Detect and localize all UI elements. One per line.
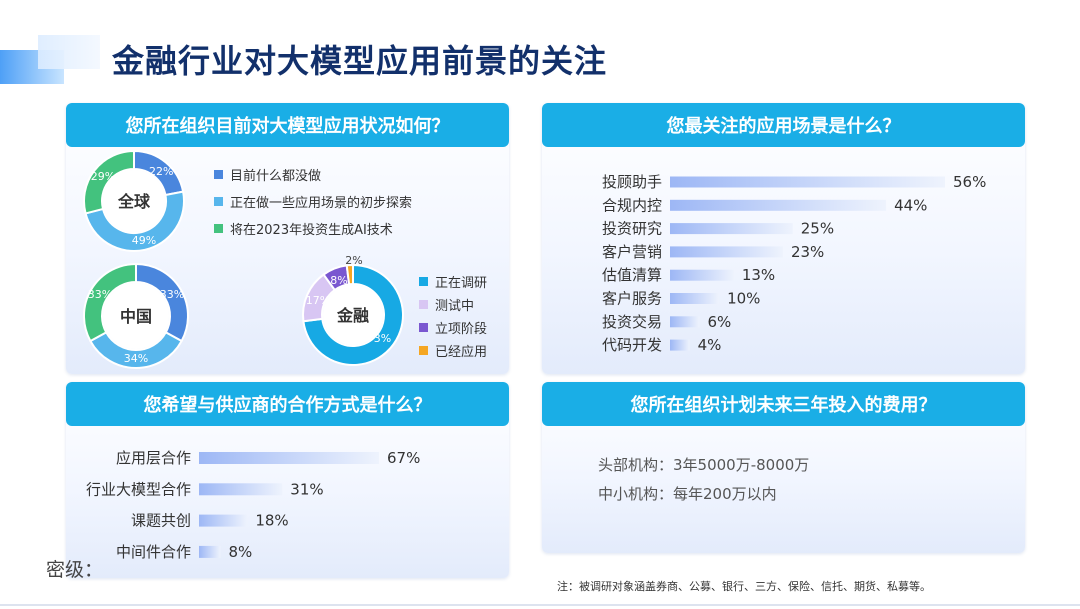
- legend-item-testing: 测试中: [419, 295, 474, 314]
- bar-value-label: 4%: [698, 336, 722, 354]
- panel-status: 您所在组织目前对大模型应用状况如何？ 全球 22% 49% 29% 中国 33% 34% 3…: [66, 103, 509, 374]
- bar-value-label: 67%: [387, 449, 420, 467]
- donut-value-label: 2%: [345, 254, 362, 267]
- panel-budget: 您所在组织计划未来三年投入的费用？ 头部机构：3年5000万-8000万 中小机…: [542, 382, 1025, 553]
- donut-center-label: 金融: [336, 306, 369, 325]
- donut-value-label: 33%: [160, 288, 184, 301]
- legend-swatch: [419, 323, 428, 332]
- donut-value-label: 73%: [367, 332, 391, 345]
- donut-hole: [103, 283, 169, 349]
- bar-category-label: 课题共创: [131, 512, 191, 530]
- bar-category-label: 估值清算: [602, 266, 662, 284]
- donut-center-label: 中国: [120, 307, 152, 326]
- panel-cooperation-header: 您希望与供应商的合作方式是什么？: [66, 382, 509, 426]
- bar-category-label: 合规内控: [602, 196, 662, 214]
- bar: [670, 316, 700, 328]
- legend-swatch: [419, 346, 428, 355]
- bar-value-label: 10%: [727, 290, 760, 308]
- bottom-divider: [0, 604, 1080, 606]
- status-donuts-svg: 全球 22% 49% 29% 中国 33% 34% 33% 金融 73% 17%8% 2%: [83, 149, 404, 369]
- bar-value-label: 25%: [801, 220, 834, 238]
- donut-value-label: 22%: [149, 165, 173, 178]
- donut-china: 中国 33% 34% 33%: [83, 262, 189, 369]
- legend-label: 已经应用: [435, 345, 488, 360]
- bar: [670, 293, 720, 304]
- footnote: 注：被调研对象涵盖券商、公募、银行、三方、保险、信托、期货、私募等。: [557, 580, 931, 593]
- panel-budget-header: 您所在组织计划未来三年投入的费用？: [542, 382, 1025, 426]
- panel-scenarios-header: 您最关注的应用场景是什么？: [542, 103, 1025, 147]
- secret-level-label: 密级：: [46, 559, 104, 581]
- bar: [670, 339, 690, 351]
- donut-slice: [83, 149, 135, 215]
- bar: [670, 176, 945, 188]
- bar-value-label: 44%: [894, 196, 927, 214]
- donut-value-label: 17%: [306, 294, 330, 307]
- legend-label: 目前什么都没做: [230, 169, 322, 184]
- bar-value-label: 31%: [290, 480, 323, 498]
- budget-line-top: 头部机构：3年5000万-8000万: [598, 456, 810, 474]
- legend-item-project: 立项阶段: [419, 318, 487, 337]
- donut-slice: [84, 190, 185, 252]
- panel-scenarios: 您最关注的应用场景是什么？ 投顾助手 56% 合规内控 44% 投资研究 25% 客户营销 2…: [542, 103, 1025, 374]
- donut-center-label: 全球: [117, 192, 151, 211]
- donut-hole: [103, 170, 165, 232]
- donut-value-label: 8%: [330, 274, 347, 287]
- legend-swatch: [419, 277, 428, 286]
- bar-category-label: 投顾助手: [602, 173, 662, 191]
- legend-item-researching: 正在调研: [419, 272, 487, 291]
- donut-global: 全球 22% 49% 29%: [83, 149, 185, 252]
- bar-category-label: 投资研究: [602, 220, 662, 238]
- bar-category-label: 行业大模型合作: [86, 480, 191, 498]
- donut-value-label: 33%: [88, 288, 112, 301]
- page-title: 金融行业对大模型应用前景的关注: [112, 42, 608, 80]
- bar: [670, 199, 887, 211]
- donut-hole: [323, 285, 383, 345]
- bar: [199, 452, 379, 464]
- legend-item-applied: 已经应用: [419, 341, 487, 360]
- donut-slice: [83, 262, 137, 343]
- cooperation-bar-chart: 应用层合作 67% 行业大模型合作 31% 课题共创 18% 中间件合作 8%: [86, 449, 420, 561]
- legend-swatch: [214, 170, 223, 179]
- bar-category-label: 应用层合作: [116, 449, 191, 467]
- bar: [670, 246, 783, 258]
- bar: [199, 545, 221, 558]
- bar-value-label: 56%: [953, 173, 986, 191]
- donut-slice: [302, 263, 404, 366]
- legend-label: 将在2023年投资生成AI技术: [230, 223, 393, 238]
- panel-cooperation: 您希望与供应商的合作方式是什么？ 应用层合作 67% 行业大模型合作 31% 课题共创 1…: [66, 382, 509, 578]
- bar: [199, 483, 283, 496]
- bar-value-label: 18%: [255, 512, 288, 530]
- bar-value-label: 13%: [742, 266, 775, 284]
- bar: [670, 269, 734, 281]
- donut-finance: 金融 73% 17%8% 2%: [302, 254, 404, 366]
- legend-label: 立项阶段: [435, 322, 488, 337]
- donut-value-label: 49%: [132, 234, 156, 247]
- bar-category-label: 中间件合作: [116, 543, 191, 561]
- bar-category-label: 投资交易: [602, 313, 662, 331]
- legend-swatch: [214, 197, 223, 206]
- legend-label: 正在调研: [435, 276, 488, 291]
- legend-label: 测试中: [435, 299, 475, 314]
- bar: [670, 223, 793, 235]
- bar: [199, 514, 248, 527]
- decor-block-light: [38, 35, 100, 69]
- bar-category-label: 客户营销: [602, 243, 662, 261]
- bar-value-label: 23%: [791, 243, 824, 261]
- panel-status-header: 您所在组织目前对大模型应用状况如何？: [66, 103, 509, 147]
- legend-swatch: [419, 300, 428, 309]
- bar-category-label: 客户服务: [602, 290, 662, 308]
- donut-slice: [345, 263, 354, 286]
- donut-value-label: 29%: [91, 170, 115, 183]
- legend-item-invest-2023: 将在2023年投资生成AI技术: [214, 219, 393, 238]
- donut-value-label: 34%: [124, 352, 148, 365]
- legend-item-exploring: 正在做一些应用场景的初步探索: [214, 192, 412, 211]
- bar-category-label: 代码开发: [602, 336, 662, 354]
- legend-item-nothing: 目前什么都没做: [214, 165, 321, 184]
- bar-value-label: 6%: [707, 313, 731, 331]
- legend-swatch: [214, 224, 223, 233]
- budget-line-small: 中小机构：每年200万以内: [598, 485, 777, 503]
- legend-label: 正在做一些应用场景的初步探索: [230, 196, 413, 211]
- bar-value-label: 8%: [228, 543, 252, 561]
- scenarios-bar-chart: 投顾助手 56% 合规内控 44% 投资研究 25% 客户营销 23% 估值清算 13% 客户服务 1…: [602, 173, 986, 354]
